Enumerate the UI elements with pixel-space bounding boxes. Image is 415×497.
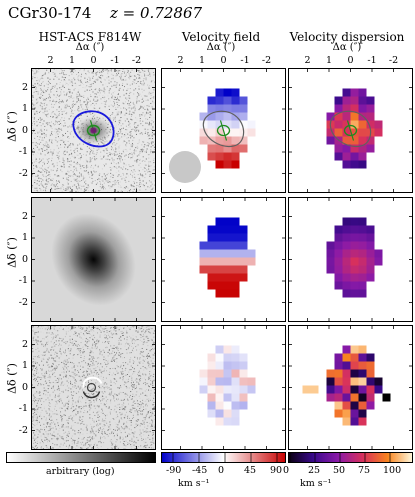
x-tick-label: 1	[325, 55, 333, 66]
hst-residual-panel	[31, 325, 156, 450]
colorbar-dispersion	[288, 452, 413, 463]
y-tick-label: -2	[18, 167, 28, 179]
y-tick-label: -2	[18, 424, 28, 436]
y-tick-label: 2	[21, 338, 28, 350]
x-tick-label: 0	[90, 55, 97, 66]
x-tick-label: 2	[177, 55, 184, 66]
x-tick-label: 2	[304, 55, 311, 66]
x-tick-label: 0	[220, 55, 227, 66]
y-tick-label: 1	[21, 232, 28, 243]
xaxis-label-hst: Δα (″)	[75, 42, 105, 53]
x-tick-label: -1	[367, 55, 377, 66]
x-tick-label: 0	[347, 55, 354, 66]
y-tick-label: 1	[21, 103, 28, 114]
colorbar-velocity-tick-label: -45	[192, 465, 208, 476]
redshift-label: z = 0.72867	[110, 4, 203, 22]
colorbar-hst	[6, 452, 156, 463]
velocity-field-panel	[161, 68, 286, 193]
velocity-dispersion-model-panel	[288, 197, 413, 322]
colorbar-velocity-unit: km s⁻¹	[178, 478, 210, 489]
colorbar-velocity-tick-label: 45	[244, 465, 257, 476]
colorbar-velocity-tick-label: 0	[218, 465, 225, 476]
colorbar-dispersion-tick-label: 75	[358, 465, 371, 476]
colorbar-dispersion-tick-label: 50	[333, 465, 346, 476]
column-title-hst: HST-ACS F814W	[38, 30, 142, 44]
hst-image-panel	[31, 68, 156, 193]
colorbar-velocity-tick-label: 90	[270, 465, 283, 476]
velocity-dispersion-panel	[288, 68, 413, 193]
x-tick-label: 2	[47, 55, 54, 66]
colorbar-dispersion-tick-label: 0	[283, 465, 290, 476]
velocity-field-residual-panel	[161, 325, 286, 450]
y-tick-label: -2	[18, 296, 28, 308]
x-tick-label: -2	[388, 55, 399, 66]
colorbar-hst-label: arbitrary (log)	[46, 466, 115, 477]
x-tick-label: -1	[110, 55, 120, 66]
colorbar-dispersion-unit: km s⁻¹	[300, 478, 332, 489]
colorbar-velocity-tick-label: -90	[166, 465, 182, 476]
x-tick-label: -2	[261, 55, 272, 66]
x-tick-label: 1	[68, 55, 76, 66]
velocity-field-model-panel	[161, 197, 286, 322]
colorbar-velocity	[161, 452, 286, 463]
velocity-dispersion-residual-panel	[288, 325, 413, 450]
colorbar-dispersion-tick-label: 100	[383, 465, 402, 476]
y-tick-label: 0	[21, 253, 28, 265]
xaxis-label-vdisp: Δα (″)	[332, 42, 362, 53]
y-tick-label: -1	[18, 146, 28, 157]
y-tick-label: 2	[21, 81, 28, 93]
y-tick-label: -1	[18, 403, 28, 414]
y-tick-label: 0	[21, 381, 28, 393]
column-title-velocity-dispersion: Velocity dispersion	[289, 30, 405, 44]
y-tick-label: 0	[21, 124, 28, 136]
y-tick-label: 2	[21, 210, 28, 222]
x-tick-label: -2	[131, 55, 142, 66]
object-id: CGr30-174	[8, 4, 92, 22]
column-title-velocity-field: Velocity field	[181, 30, 261, 44]
xaxis-label-vfield: Δα (″)	[206, 42, 236, 53]
x-tick-label: -1	[240, 55, 250, 66]
colorbar-dispersion-tick-label: 25	[308, 465, 321, 476]
y-tick-label: -1	[18, 275, 28, 286]
yaxis-label-row3: Δδ (″)	[5, 363, 19, 394]
x-tick-label: 1	[198, 55, 206, 66]
y-tick-label: 1	[21, 360, 28, 371]
hst-model-panel	[31, 197, 156, 322]
